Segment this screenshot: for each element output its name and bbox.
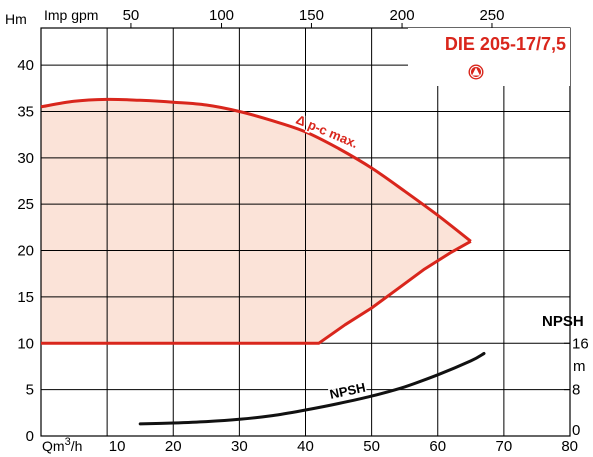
y-tick-label: 15: [17, 289, 34, 306]
x-tick-label: 80: [561, 438, 578, 455]
npsh-axis-title: NPSH: [542, 313, 584, 330]
secondary-x-tick-label: 100: [209, 7, 234, 24]
x-tick-label: 70: [496, 438, 513, 455]
plot-frame: [40, 27, 571, 437]
title-background: [408, 28, 570, 86]
y-tick-label: 40: [17, 57, 34, 74]
x-tick-label: 40: [297, 438, 314, 455]
pump-logo-icon: [468, 64, 484, 80]
x-tick-label: 10: [109, 438, 126, 455]
x-tick-label: 50: [363, 438, 380, 455]
secondary-x-axis-label: Imp gpm: [44, 7, 98, 23]
y-tick-label: 25: [17, 196, 34, 213]
x-tick-label: 20: [165, 438, 182, 455]
npsh-axis-unit: m: [573, 358, 586, 375]
x-tick-label: 60: [429, 438, 446, 455]
npsh-tick-label: 0: [572, 422, 580, 439]
curves: [40, 97, 486, 426]
secondary-x-tick-label: 150: [299, 7, 324, 24]
model-title: DIE 205-17/7,5: [445, 34, 566, 54]
y-tick-label: 5: [26, 382, 34, 399]
secondary-x-tick-label: 50: [123, 7, 140, 24]
x-tick-label: 30: [231, 438, 248, 455]
npsh-tick-label: 16: [572, 335, 589, 352]
y-tick-label: 10: [17, 335, 34, 352]
secondary-x-tick-label: 250: [479, 7, 504, 24]
y-tick-label: 30: [17, 150, 34, 167]
y-axis-label: Hm: [5, 11, 27, 27]
max-curve-lower: [41, 239, 472, 345]
y-tick-label: 20: [17, 243, 34, 260]
npsh-curve: [138, 352, 486, 426]
operating-area: [41, 99, 471, 344]
y-tick-label: 35: [17, 103, 34, 120]
npsh-tick-label: 8: [572, 382, 580, 399]
secondary-x-tick-label: 200: [390, 7, 415, 24]
operating-area-fill: [41, 99, 471, 344]
max-curve-upper: [40, 97, 472, 243]
x-axis-label: Qm3/h: [42, 436, 82, 454]
y-tick-label: 0: [26, 428, 34, 445]
